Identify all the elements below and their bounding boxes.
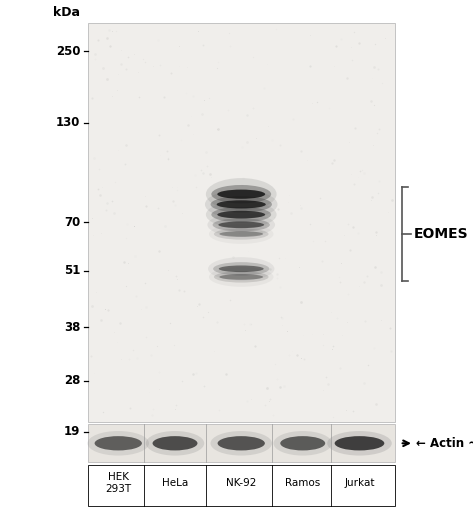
Text: 70: 70 — [64, 216, 80, 229]
Bar — [88, 424, 395, 462]
Ellipse shape — [219, 231, 263, 237]
Ellipse shape — [219, 221, 264, 228]
Ellipse shape — [209, 224, 273, 244]
Ellipse shape — [209, 267, 273, 287]
Text: Ramos: Ramos — [285, 478, 320, 488]
Ellipse shape — [219, 266, 264, 272]
Text: NK-92: NK-92 — [226, 478, 256, 488]
Text: ← Actin ~42 kDa: ← Actin ~42 kDa — [416, 437, 473, 450]
Ellipse shape — [210, 431, 272, 456]
Ellipse shape — [146, 431, 204, 456]
Ellipse shape — [88, 431, 149, 456]
Ellipse shape — [273, 431, 332, 456]
Ellipse shape — [217, 190, 265, 199]
Ellipse shape — [214, 228, 269, 240]
Ellipse shape — [280, 436, 325, 451]
Text: EOMES: EOMES — [414, 227, 468, 241]
Ellipse shape — [206, 201, 277, 228]
Ellipse shape — [211, 207, 271, 222]
Text: 38: 38 — [64, 320, 80, 334]
Ellipse shape — [206, 178, 277, 210]
Text: 130: 130 — [56, 116, 80, 129]
Ellipse shape — [208, 257, 274, 281]
Text: Jurkat: Jurkat — [344, 478, 375, 488]
Ellipse shape — [213, 262, 269, 275]
Ellipse shape — [217, 200, 266, 208]
Text: 51: 51 — [64, 264, 80, 277]
Text: HEK
293T: HEK 293T — [105, 472, 131, 494]
Text: 250: 250 — [56, 44, 80, 58]
Ellipse shape — [205, 190, 278, 219]
Ellipse shape — [210, 196, 272, 213]
Bar — [88, 465, 395, 506]
Text: 28: 28 — [64, 374, 80, 387]
Ellipse shape — [213, 218, 270, 231]
Ellipse shape — [219, 274, 263, 280]
Ellipse shape — [334, 436, 384, 451]
Ellipse shape — [327, 431, 392, 456]
Bar — [88, 23, 395, 422]
Text: 19: 19 — [64, 425, 80, 438]
Ellipse shape — [152, 436, 198, 451]
Ellipse shape — [218, 436, 265, 451]
Text: kDa: kDa — [53, 6, 80, 19]
Ellipse shape — [217, 211, 265, 219]
Text: HeLa: HeLa — [162, 478, 188, 488]
Ellipse shape — [95, 436, 142, 451]
Ellipse shape — [207, 213, 275, 237]
Ellipse shape — [211, 185, 271, 203]
Ellipse shape — [214, 271, 269, 283]
